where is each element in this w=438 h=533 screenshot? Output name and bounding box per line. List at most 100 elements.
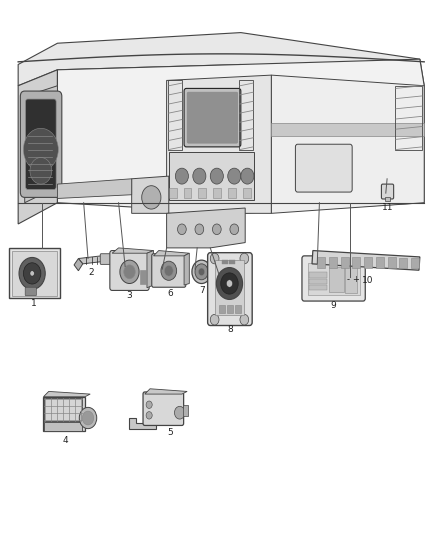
Circle shape	[226, 280, 233, 287]
Circle shape	[221, 273, 238, 294]
Circle shape	[177, 224, 186, 235]
Circle shape	[212, 224, 221, 235]
Polygon shape	[57, 179, 132, 198]
FancyBboxPatch shape	[187, 92, 238, 143]
Text: 9: 9	[331, 301, 336, 310]
Text: 4: 4	[63, 435, 68, 445]
Bar	[239, 80, 254, 150]
Bar	[183, 405, 188, 416]
Bar	[309, 272, 327, 278]
Circle shape	[198, 268, 205, 276]
Bar	[169, 188, 177, 198]
FancyBboxPatch shape	[20, 91, 62, 197]
Polygon shape	[78, 256, 106, 264]
Polygon shape	[18, 33, 424, 86]
Bar	[317, 257, 325, 268]
FancyBboxPatch shape	[25, 287, 36, 296]
Circle shape	[146, 401, 152, 408]
Bar	[228, 188, 236, 198]
Bar	[329, 266, 344, 292]
Circle shape	[19, 257, 45, 289]
Circle shape	[241, 168, 254, 184]
Bar	[43, 397, 85, 431]
Circle shape	[175, 168, 188, 184]
Circle shape	[30, 271, 34, 276]
Bar	[395, 86, 423, 150]
Polygon shape	[112, 248, 153, 253]
Circle shape	[210, 253, 219, 264]
Circle shape	[124, 265, 135, 279]
Circle shape	[228, 168, 241, 184]
Bar	[364, 257, 372, 268]
FancyBboxPatch shape	[100, 254, 113, 264]
Circle shape	[120, 260, 139, 284]
Bar	[219, 305, 225, 313]
Polygon shape	[132, 176, 169, 213]
Bar	[341, 257, 349, 268]
Bar	[411, 257, 419, 268]
Bar	[230, 260, 235, 264]
FancyBboxPatch shape	[152, 254, 186, 287]
Circle shape	[192, 260, 211, 284]
Circle shape	[230, 224, 239, 235]
Text: 11: 11	[382, 203, 393, 212]
Polygon shape	[166, 75, 272, 213]
Text: 3: 3	[127, 292, 132, 301]
Circle shape	[216, 268, 243, 300]
Bar	[399, 257, 407, 268]
Polygon shape	[312, 251, 420, 270]
Text: 5: 5	[167, 428, 173, 437]
Text: 6: 6	[167, 289, 173, 298]
Bar	[243, 188, 251, 198]
FancyBboxPatch shape	[381, 184, 394, 199]
Circle shape	[23, 263, 41, 284]
Bar	[168, 80, 182, 150]
Bar	[385, 197, 390, 200]
Circle shape	[142, 185, 161, 209]
Bar	[213, 188, 221, 198]
Polygon shape	[18, 70, 57, 224]
Circle shape	[79, 407, 97, 429]
FancyBboxPatch shape	[302, 256, 365, 301]
FancyBboxPatch shape	[25, 99, 56, 189]
Text: +: +	[352, 275, 359, 284]
Circle shape	[146, 411, 152, 419]
Bar	[353, 257, 360, 268]
Bar	[329, 257, 337, 268]
Polygon shape	[153, 251, 189, 256]
Text: 7: 7	[200, 286, 205, 295]
Polygon shape	[147, 251, 153, 288]
Text: 2: 2	[88, 268, 94, 277]
Text: 10: 10	[362, 276, 373, 285]
Circle shape	[161, 261, 177, 280]
Polygon shape	[145, 389, 187, 394]
Circle shape	[210, 168, 223, 184]
Bar	[44, 398, 82, 421]
Circle shape	[210, 314, 219, 325]
Bar	[388, 257, 396, 268]
Circle shape	[23, 128, 58, 171]
Circle shape	[240, 253, 249, 264]
Circle shape	[195, 224, 204, 235]
Polygon shape	[166, 208, 245, 248]
Polygon shape	[25, 86, 57, 203]
Text: 8: 8	[227, 325, 233, 334]
Circle shape	[164, 265, 173, 276]
FancyBboxPatch shape	[184, 88, 241, 147]
Polygon shape	[57, 59, 424, 213]
Bar	[223, 260, 228, 264]
Polygon shape	[130, 418, 155, 429]
Bar	[169, 152, 254, 200]
Bar	[309, 285, 327, 290]
Bar	[198, 188, 206, 198]
Bar	[227, 305, 233, 313]
Bar	[309, 279, 327, 284]
FancyBboxPatch shape	[143, 392, 184, 425]
Bar	[235, 305, 241, 313]
Bar	[184, 188, 191, 198]
Bar	[272, 123, 424, 136]
FancyBboxPatch shape	[110, 251, 149, 290]
Bar	[307, 263, 360, 295]
Circle shape	[195, 264, 208, 280]
Circle shape	[82, 411, 94, 425]
